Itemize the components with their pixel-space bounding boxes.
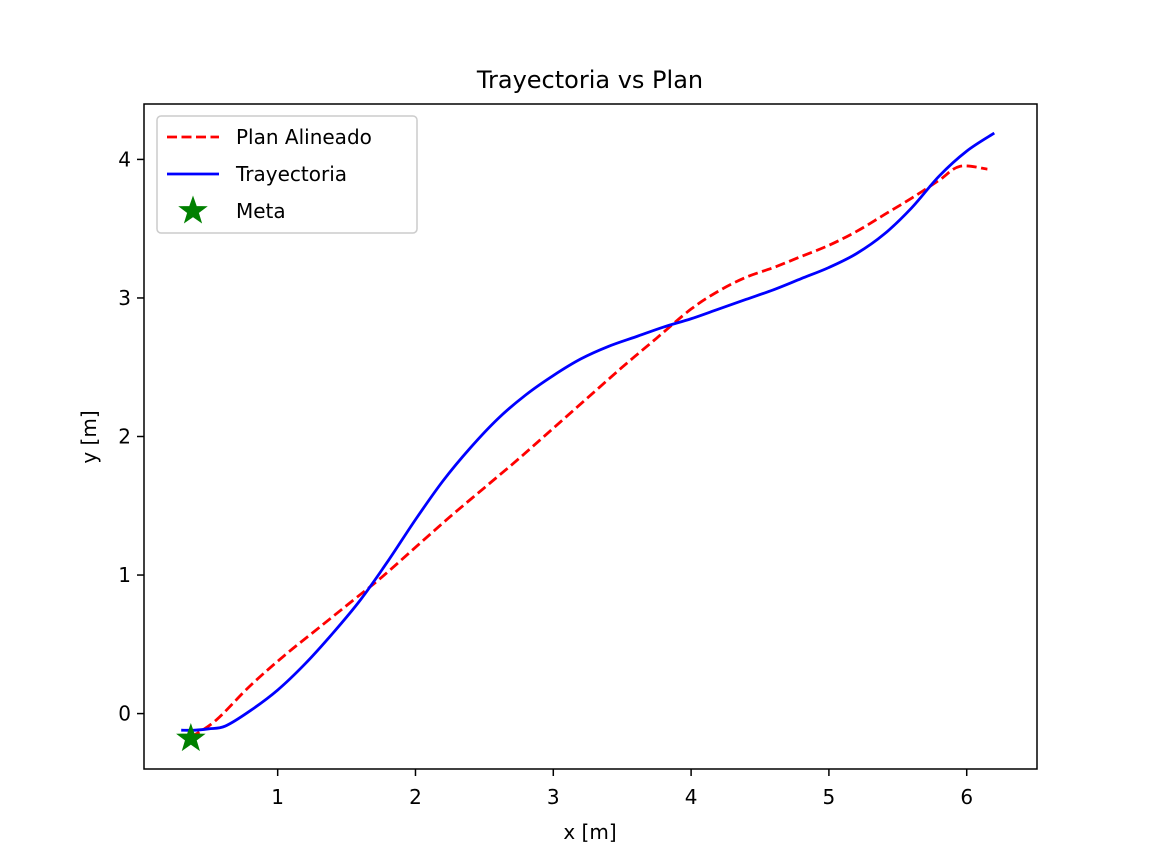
legend-label-trayectoria: Trayectoria <box>235 162 347 186</box>
x-axis-label: x [m] <box>563 820 616 844</box>
series-line-plan-alineado <box>190 164 988 739</box>
x-axis: 1 2 3 4 5 6 <box>271 769 973 809</box>
legend: Plan Alineado Trayectoria Meta <box>156 115 418 234</box>
x-tick-label: 3 <box>547 785 560 809</box>
x-tick-label: 2 <box>409 785 422 809</box>
x-tick-label: 4 <box>685 785 698 809</box>
plot-area <box>176 131 996 752</box>
legend-label-plan-alineado: Plan Alineado <box>236 125 372 149</box>
y-tick-label: 3 <box>118 286 131 310</box>
chart-title: Trayectoria vs Plan <box>476 66 703 94</box>
legend-label-meta: Meta <box>236 199 286 223</box>
y-axis-label: y [m] <box>77 410 101 463</box>
y-axis: 0 1 2 3 4 <box>118 147 144 726</box>
y-tick-label: 4 <box>118 147 131 171</box>
marker-meta-star <box>176 722 206 752</box>
y-tick-label: 1 <box>118 563 131 587</box>
series-line-trayectoria <box>181 131 996 732</box>
legend-swatch-meta-star <box>178 195 208 224</box>
x-tick-label: 6 <box>960 785 973 809</box>
y-tick-label: 2 <box>118 425 131 449</box>
y-tick-label: 0 <box>118 702 131 726</box>
x-tick-label: 1 <box>271 785 284 809</box>
x-tick-label: 5 <box>823 785 836 809</box>
legend-box <box>156 115 418 234</box>
